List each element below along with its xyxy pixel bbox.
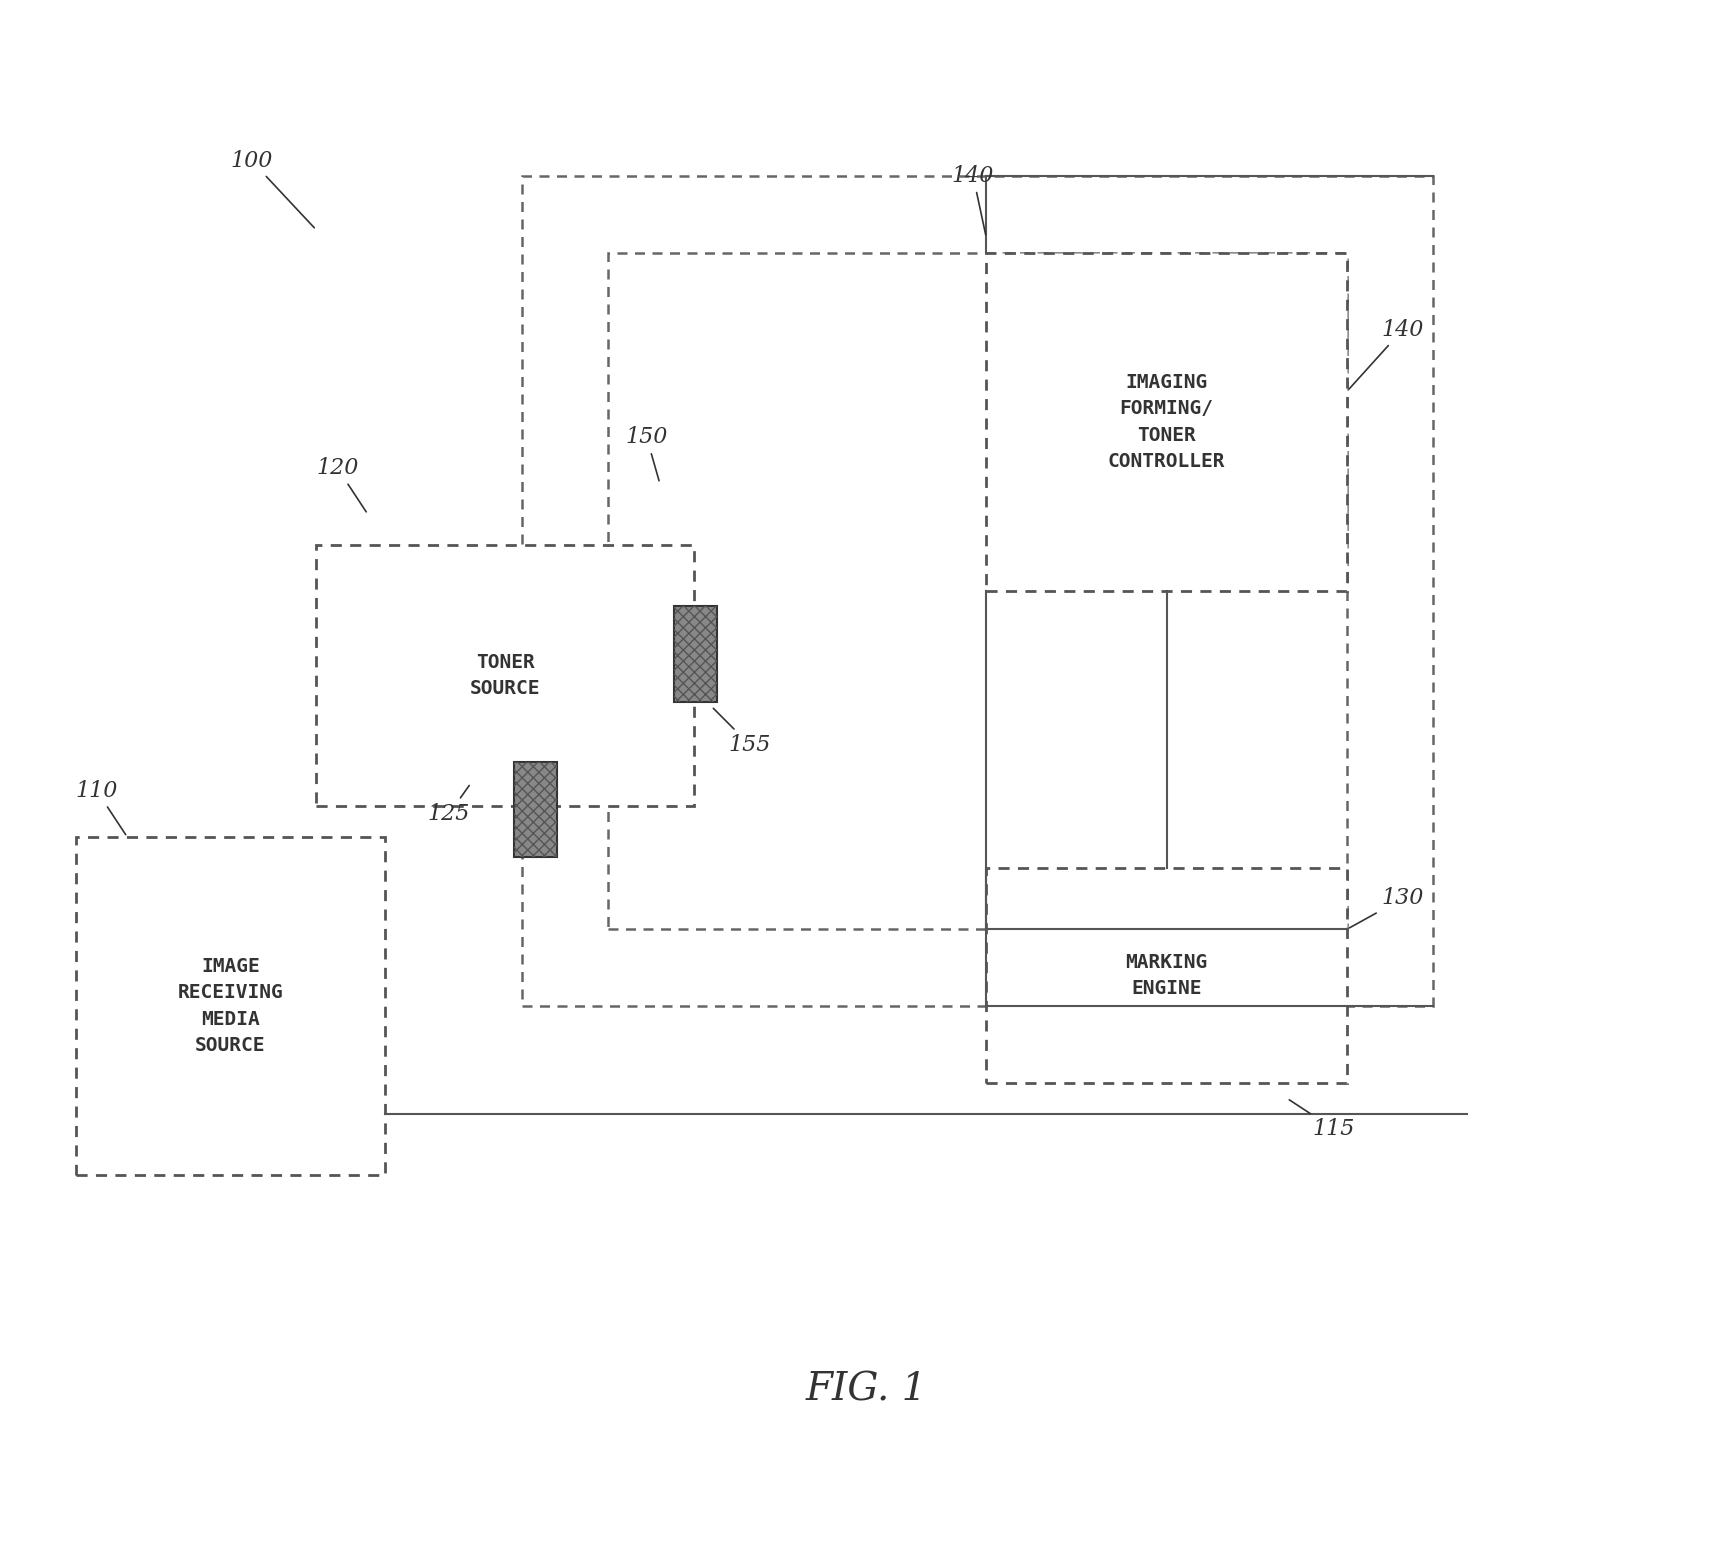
- Text: IMAGING
FORMING/
TONER
CONTROLLER: IMAGING FORMING/ TONER CONTROLLER: [1108, 372, 1226, 472]
- Text: 125: 125: [428, 785, 471, 825]
- Text: 100: 100: [230, 149, 313, 228]
- Text: 150: 150: [625, 427, 669, 481]
- FancyBboxPatch shape: [76, 838, 385, 1176]
- Text: TONER
SOURCE: TONER SOURCE: [469, 653, 540, 698]
- Text: 130: 130: [1349, 887, 1424, 927]
- Text: 140: 140: [953, 164, 994, 234]
- FancyBboxPatch shape: [674, 606, 717, 701]
- FancyBboxPatch shape: [317, 544, 695, 807]
- Text: 140: 140: [1349, 320, 1424, 389]
- FancyBboxPatch shape: [986, 867, 1347, 1083]
- Text: FIG. 1: FIG. 1: [805, 1371, 927, 1408]
- Text: 110: 110: [76, 780, 126, 834]
- FancyBboxPatch shape: [986, 253, 1347, 591]
- FancyBboxPatch shape: [523, 175, 1432, 1007]
- Text: 115: 115: [1289, 1100, 1354, 1140]
- FancyBboxPatch shape: [514, 762, 556, 858]
- Text: 155: 155: [714, 709, 771, 755]
- FancyBboxPatch shape: [608, 253, 1347, 929]
- Text: MARKING
ENGINE: MARKING ENGINE: [1126, 952, 1207, 999]
- Text: IMAGE
RECEIVING
MEDIA
SOURCE: IMAGE RECEIVING MEDIA SOURCE: [177, 957, 282, 1055]
- Text: 120: 120: [317, 458, 365, 512]
